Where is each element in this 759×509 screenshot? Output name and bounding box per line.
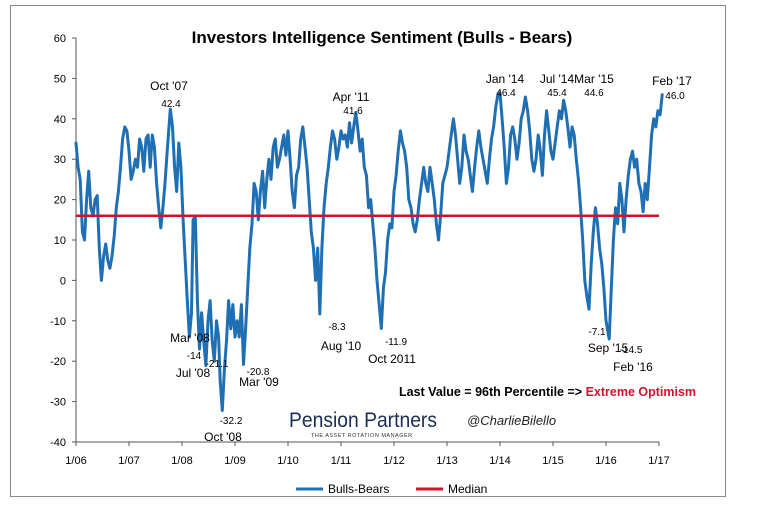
y-tick-label: 30 [54, 154, 66, 166]
y-tick-label: -20 [50, 356, 66, 368]
annotation-value-label: 46.0 [665, 91, 685, 102]
annotation-value-label: 42.4 [161, 99, 181, 110]
logo-tagline: THE ASSET ROTATION MANAGER [311, 433, 413, 439]
x-tick-label: 1/10 [277, 455, 298, 467]
annotation-value-label: 41.6 [343, 106, 363, 117]
extreme-optimism-text: Extreme Optimism [586, 385, 696, 399]
annotation-date-label: Feb '17 [652, 74, 692, 88]
x-tick-label: 1/06 [65, 455, 86, 467]
plot-area [74, 91, 664, 412]
annotation-date-label: Jan '14 [486, 72, 525, 86]
legend-label-bulls-bears: Bulls-Bears [328, 482, 389, 496]
annotation-date-label: Jul '08 [176, 366, 211, 380]
x-tick-label: 1/15 [542, 455, 563, 467]
annotation-value-label: 44.6 [584, 88, 604, 99]
annotation-date-label: Jul '14 [540, 72, 575, 86]
axes: -40 -30 -20 -10 0 10 20 30 40 50 60 1/06 1/07 1/08 1/0… [50, 33, 670, 467]
x-tick-label: 1/12 [383, 455, 404, 467]
legend: Bulls-Bears Median [296, 482, 487, 496]
y-tick-label: 60 [54, 33, 66, 45]
annotation-value-label: 45.4 [547, 88, 567, 99]
y-tick-label: -30 [50, 397, 66, 409]
x-tick-label: 1/17 [648, 455, 669, 467]
y-tick-label: 40 [54, 114, 66, 126]
chart-frame: Investors Intelligence Sentiment (Bulls … [10, 5, 726, 497]
annotation-value-label: -7.1 [588, 327, 606, 338]
last-value-note-prefix: Last Value = 96th Percentile => [399, 385, 586, 399]
annotation-date-label: Oct '08 [204, 430, 242, 444]
x-tick-label: 1/07 [118, 455, 139, 467]
annotation-value-label: -11.9 [385, 337, 407, 348]
annotation-value-label: -8.3 [328, 322, 346, 333]
annotation-value-label: 46.4 [496, 88, 516, 99]
annotation-date-label: Aug '10 [321, 339, 362, 353]
x-tick-label: 1/11 [331, 455, 352, 467]
annotation-date-label: Sep '15 [588, 341, 629, 355]
x-tick-label: 1/08 [171, 455, 192, 467]
annotation-date-label: Feb '16 [613, 360, 653, 374]
annotation-date-label: Mar '15 [574, 72, 614, 86]
y-tick-label: -10 [50, 316, 66, 328]
annotation-date-label: Oct '07 [150, 79, 188, 93]
legend-label-median: Median [448, 482, 487, 496]
x-tick-label: 1/09 [224, 455, 245, 467]
annotation-date-label: Oct 2011 [368, 352, 416, 366]
y-tick-label: 0 [60, 275, 66, 287]
annotation-value-label: -32.2 [220, 416, 243, 427]
sentiment-line-chart: Investors Intelligence Sentiment (Bulls … [50, 28, 696, 496]
last-value-note: Last Value = 96th Percentile => Extreme … [399, 385, 696, 399]
pension-partners-logo: Pension Partners THE ASSET ROTATION MANA… [289, 409, 437, 439]
x-tick-label: 1/13 [436, 455, 457, 467]
chart-title: Investors Intelligence Sentiment (Bulls … [192, 28, 573, 47]
annotation-date-label: Mar '09 [239, 375, 279, 389]
logo-text: Pension Partners [289, 409, 437, 432]
y-tick-label: 50 [54, 73, 66, 85]
y-tick-label: 10 [54, 235, 66, 247]
annotation-value-label: -14 [187, 351, 202, 362]
annotation-value-label: -21.1 [206, 359, 229, 370]
annotation-date-label: Mar '08 [170, 331, 210, 345]
x-tick-label: 1/16 [595, 455, 616, 467]
annotation-date-label: Apr '11 [333, 90, 370, 104]
x-tick-label: 1/14 [489, 455, 510, 467]
annotation-value-label: -14.5 [620, 345, 643, 356]
author-handle: @CharlieBilello [467, 413, 556, 428]
annotation-value-label: -20.8 [247, 367, 270, 378]
y-tick-label: 20 [54, 195, 66, 207]
bulls-bears-series-line [74, 91, 664, 412]
annotations: Oct '07 42.4 Mar '08 -14 Jul '08-21.1 Oct '08… [150, 72, 692, 444]
y-tick-label: -40 [50, 437, 66, 449]
